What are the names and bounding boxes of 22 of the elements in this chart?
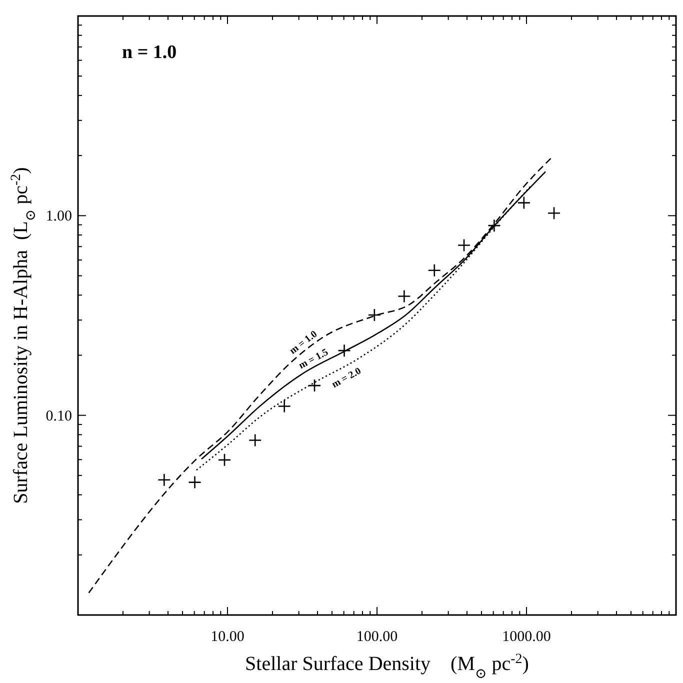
point [188,476,202,489]
point [338,344,351,358]
point [398,290,411,303]
point [278,400,291,413]
y-tick-label: 1.00 [46,208,72,225]
annotation: n = 1.0 [122,42,177,63]
point [248,434,262,447]
x-axis-title: Stellar Surface Density (M$_{⊙}$ pc$^{-2}$) [245,652,529,682]
point [428,264,442,278]
x-tick-label: 1000.00 [502,629,551,645]
x-tick-label: 10.00 [210,629,244,645]
point [218,453,232,467]
point [547,206,561,220]
point [308,378,322,392]
point [158,473,171,487]
y-tick-label: 0.10 [46,408,72,424]
point [517,196,531,210]
point [488,218,501,232]
point [368,308,382,322]
text: m = 2.0 [330,366,364,390]
x-tick-label: 100.00 [356,629,398,645]
point [457,238,471,252]
